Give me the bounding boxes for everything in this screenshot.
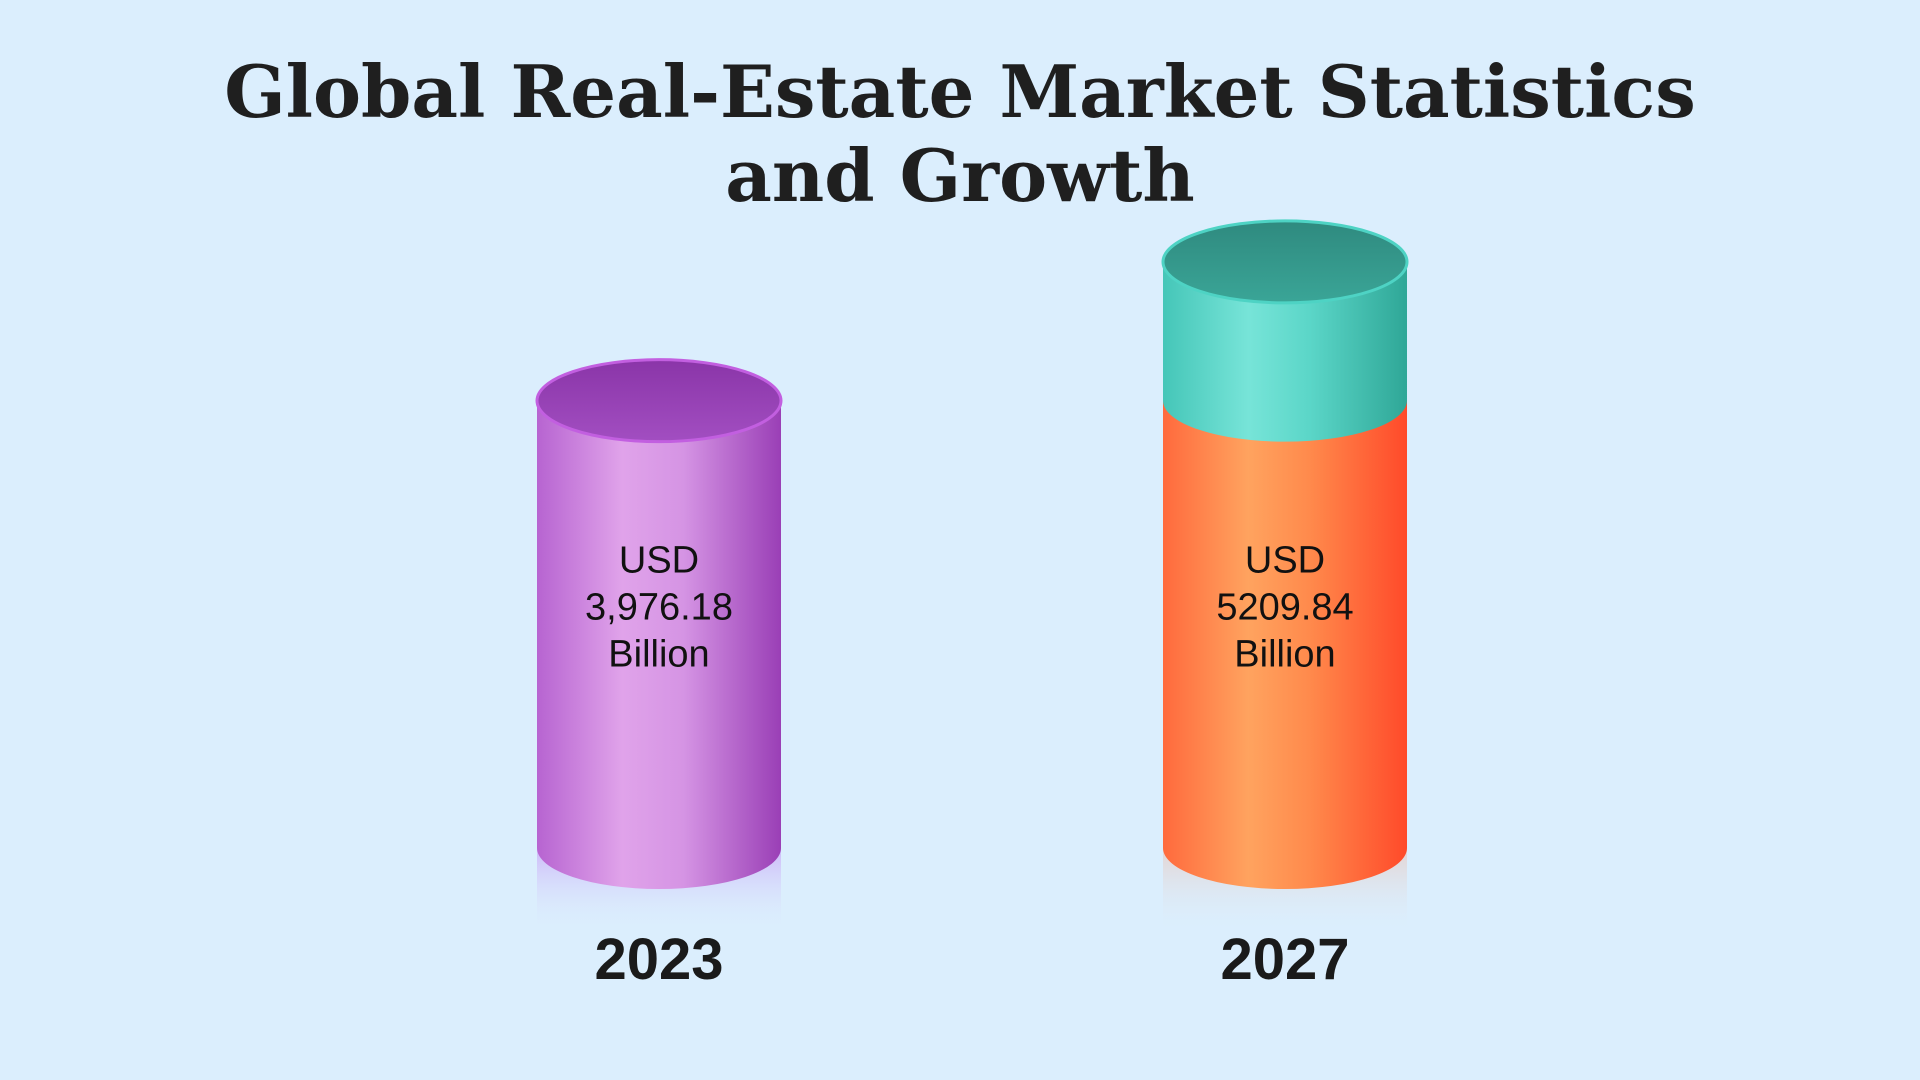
- bar-value-label-line: USD: [619, 539, 699, 581]
- bar-value-label-line: USD: [1245, 539, 1325, 581]
- bar-2027: [1163, 359, 1407, 889]
- bar-value-label-line: Billion: [1234, 633, 1335, 675]
- x-tick-label-2023: 2023: [594, 927, 723, 992]
- chart-title-line-1: Global Real-Estate Market Statistics: [224, 49, 1696, 134]
- bars-layer: USD 3,976.18 Billion 2023 USD 5209.84 Billion 2…: [535, 219, 1409, 992]
- bar-top-cap: [1161, 219, 1409, 305]
- x-tick-label-2027: 2027: [1220, 927, 1349, 992]
- bar-value-label-line: 5209.84: [1216, 586, 1353, 628]
- bar-group-2023: USD 3,976.18 Billion 2023: [535, 358, 783, 992]
- bar-value-label-line: Billion: [608, 633, 709, 675]
- bar-2023: [537, 359, 781, 889]
- bar-group-2027: USD 5209.84 Billion 2027: [1161, 219, 1409, 992]
- chart-title-line-2: and Growth: [725, 133, 1195, 218]
- bar-value-label-line: 3,976.18: [585, 586, 733, 628]
- chart-title: Global Real-Estate Market Statistics and…: [0, 50, 1920, 218]
- bar-top-cap: [535, 358, 783, 444]
